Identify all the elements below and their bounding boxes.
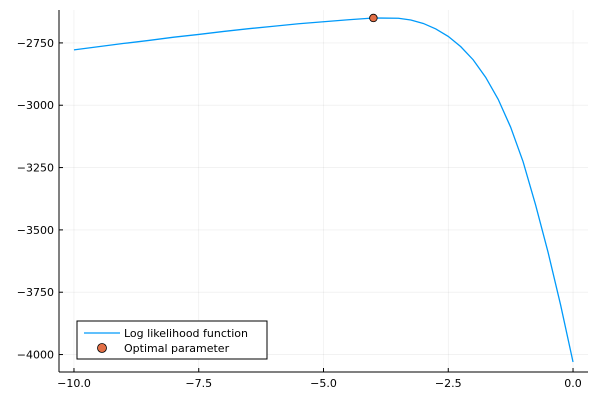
y-ticks: −2750 −3000 −3250 −3500 −3750 −4000: [17, 37, 63, 362]
x-tick-label: −5.0: [310, 377, 337, 390]
legend: Log likelihood function Optimal paramete…: [76, 320, 268, 360]
y-tick-label: −3750: [17, 286, 54, 299]
x-tick-label: −2.5: [435, 377, 462, 390]
x-tick-label: −10.0: [57, 377, 91, 390]
x-ticks: −10.0 −7.5 −5.0 −2.5 0.0: [57, 368, 582, 390]
x-tick-label: −7.5: [185, 377, 212, 390]
y-tick-label: −4000: [17, 349, 54, 362]
legend-box: [76, 320, 268, 360]
legend-marker-sample: [97, 343, 107, 353]
legend-label-optimal-parameter: Optimal parameter: [124, 342, 230, 355]
grid: [59, 10, 588, 372]
y-tick-label: −3250: [17, 162, 54, 175]
x-tick-label: 0.0: [564, 377, 582, 390]
legend-label-log-likelihood: Log likelihood function: [124, 327, 248, 340]
series: [73, 13, 574, 363]
y-tick-label: −3000: [17, 99, 54, 112]
y-tick-label: −3500: [17, 224, 54, 237]
y-tick-label: −2750: [17, 37, 54, 50]
log-likelihood-line: [73, 17, 574, 363]
optimal-parameter-point: [369, 13, 378, 23]
